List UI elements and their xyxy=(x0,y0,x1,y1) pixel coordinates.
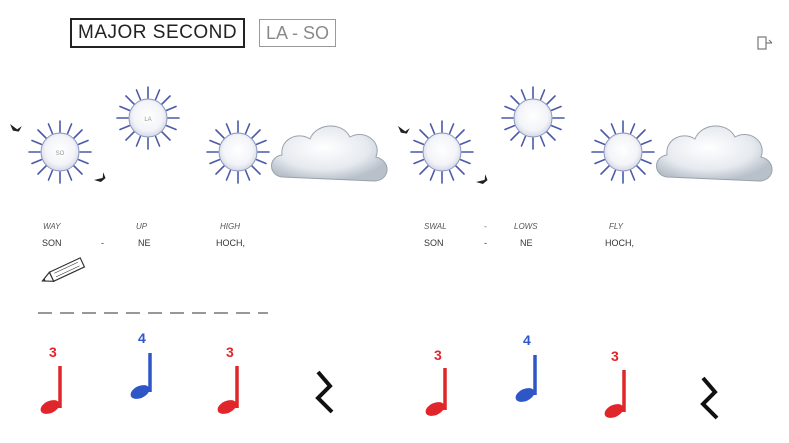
lyric-syllable: NE xyxy=(520,238,533,248)
lyric-word: WAY xyxy=(43,222,61,231)
lyric-word: FLY xyxy=(609,222,623,231)
quarter-note-icon xyxy=(515,355,537,402)
lyric-word: HIGH xyxy=(220,222,240,231)
lyric-syllable: SON xyxy=(42,238,62,248)
quarter-note-icon xyxy=(40,366,62,414)
quarter-note-icon xyxy=(217,366,239,414)
lyric-hyphen: - xyxy=(101,238,104,248)
note-number: 3 xyxy=(49,344,57,360)
sun-label-so: SO xyxy=(56,151,65,157)
interval-subtitle: LA - SO xyxy=(259,19,337,47)
pencil-icon xyxy=(41,257,86,283)
note-number: 4 xyxy=(523,332,531,348)
lyric-syllable: HOCH, xyxy=(216,238,245,248)
note-number: 3 xyxy=(226,344,234,360)
lyric-syllable: HOCH, xyxy=(605,238,634,248)
lyric-syllable: SON xyxy=(424,238,444,248)
lyric-word: UP xyxy=(136,222,148,231)
quarter-note-icon xyxy=(130,353,152,399)
page-title: MAJOR SECOND xyxy=(70,18,246,48)
quarter-rest-icon xyxy=(315,370,334,414)
quarter-note-icon xyxy=(425,368,447,416)
quarter-note-icon xyxy=(604,370,626,418)
note-number: 3 xyxy=(434,347,442,363)
lyric-word: SWAL xyxy=(424,222,447,231)
quarter-rest-icon xyxy=(700,376,719,420)
lyric-word: LOWS xyxy=(514,222,538,231)
page-icon xyxy=(757,36,773,50)
writing-line xyxy=(38,312,268,314)
lyric-hyphen: - xyxy=(484,222,487,231)
sun-label-la: LA xyxy=(144,117,151,123)
lyric-syllable: NE xyxy=(138,238,151,248)
note-number: 3 xyxy=(611,348,619,364)
note-number: 4 xyxy=(138,330,146,346)
lyric-hyphen: - xyxy=(484,238,487,248)
